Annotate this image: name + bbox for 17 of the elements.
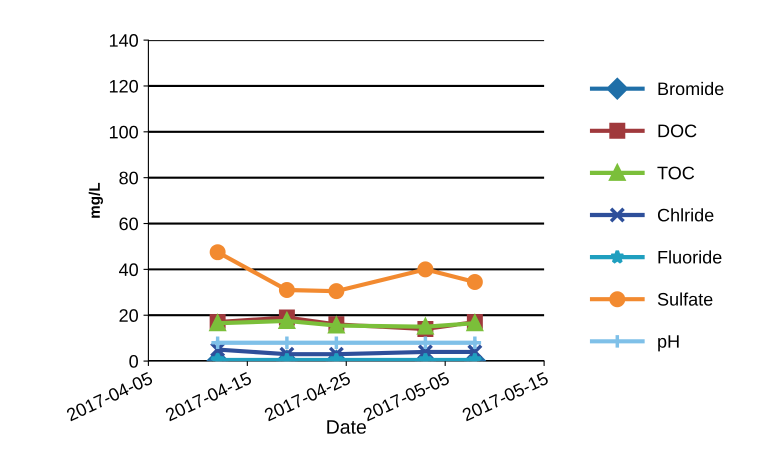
- legend-label: DOC: [658, 124, 696, 138]
- legend-label: TOC: [657, 166, 694, 180]
- legend-label: Sulfate: [658, 292, 712, 306]
- legend-label: Fluoride: [658, 250, 722, 264]
- legend-label: pH: [658, 335, 679, 352]
- legend-label: Bromide: [658, 82, 724, 96]
- y-axis-title: mg/L: [88, 182, 103, 218]
- y-tick-label: 80: [119, 172, 138, 184]
- y-tick-label: 140: [110, 34, 138, 47]
- y-tick-label: 40: [119, 263, 138, 276]
- y-tick-label: 120: [110, 80, 138, 93]
- legend-label: Chlride: [658, 208, 714, 222]
- y-tick-label: 0: [129, 355, 138, 368]
- x-axis-title: Date: [327, 420, 366, 434]
- y-tick-label: 20: [120, 309, 138, 322]
- y-tick-label: 60: [120, 217, 138, 230]
- y-tick-label: 100: [110, 126, 138, 139]
